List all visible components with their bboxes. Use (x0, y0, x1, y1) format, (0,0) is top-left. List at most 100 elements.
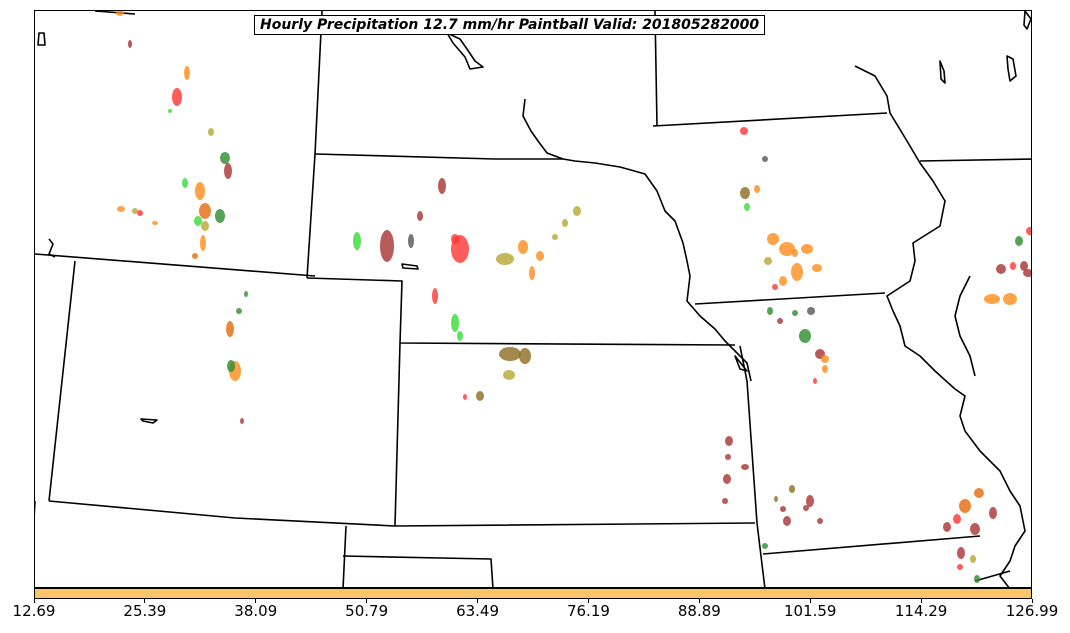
state-border-co-west (48, 260, 76, 502)
precip-blob (244, 291, 248, 297)
precip-blob (1023, 269, 1031, 277)
precip-blob (536, 251, 544, 261)
state-border-ok-east (756, 522, 766, 587)
precip-blob (137, 210, 143, 216)
state-border-ne-north (314, 153, 563, 160)
precip-blob (573, 206, 581, 216)
precip-blob (741, 464, 749, 470)
precip-blob (476, 391, 484, 401)
lake-small-5 (939, 60, 946, 84)
precip-blob (801, 244, 813, 254)
precip-blob (172, 88, 182, 106)
state-border-co-south (48, 500, 756, 527)
precip-blob (408, 234, 414, 248)
precip-blob (496, 253, 514, 265)
precip-blob (215, 209, 225, 223)
precip-blob (227, 360, 235, 372)
precip-blob (725, 454, 731, 460)
lake-small-2 (48, 238, 56, 258)
precip-blob (722, 498, 728, 504)
precip-blob (777, 318, 783, 324)
precip-blob (779, 276, 787, 286)
precip-blob (417, 211, 423, 221)
lake-small-4 (401, 263, 419, 270)
state-border-sd-ia (652, 112, 888, 127)
state-border-ar-tn (974, 570, 1011, 582)
precip-blob (226, 321, 234, 337)
precip-blob (812, 264, 822, 272)
precip-blob (996, 264, 1006, 274)
colorbar-tick-mark (255, 599, 257, 603)
precip-blob (780, 506, 786, 512)
precip-blob (224, 163, 232, 179)
precip-blob (974, 488, 984, 498)
state-border-wy-north (94, 11, 136, 15)
precip-blob (182, 178, 188, 188)
precip-blob (813, 378, 817, 384)
precip-blob (772, 284, 778, 290)
colorbar-tick-label: 25.39 (123, 602, 167, 620)
colorbar-tick-mark (920, 599, 922, 603)
precip-blob (774, 496, 778, 502)
precip-blob (380, 230, 394, 262)
precip-blob (201, 221, 209, 231)
precip-blob (451, 314, 459, 332)
precip-blob (970, 555, 976, 563)
precip-blob (236, 308, 242, 314)
state-border-wy-east (306, 153, 316, 279)
precip-blob (807, 307, 815, 315)
precip-blob (762, 156, 768, 162)
state-border-mo-ar (762, 535, 981, 555)
precip-blob (499, 347, 521, 361)
precip-blob (974, 575, 980, 583)
precip-blob (791, 263, 803, 281)
precipitation-map (35, 11, 1031, 587)
precip-blob (1003, 293, 1017, 305)
precip-blob (740, 127, 748, 135)
precip-blob (783, 516, 791, 526)
precip-blob (438, 178, 446, 194)
colorbar-tick-label: 76.19 (566, 602, 610, 620)
lake-small-6 (1006, 55, 1017, 82)
lake-small-8 (446, 32, 484, 70)
colorbar-tick-mark (477, 599, 479, 603)
lake-small-9 (734, 355, 748, 372)
precip-blob (518, 240, 528, 254)
colorbar-tick-mark (366, 599, 368, 603)
colorbar-tick-mark (144, 599, 146, 603)
precip-blob (200, 235, 206, 251)
precip-blob (432, 288, 438, 304)
map-title: Hourly Precipitation 12.7 mm/hr Paintbal… (254, 15, 766, 35)
precip-blob (821, 355, 829, 363)
precip-blob (503, 370, 515, 380)
precip-blob (128, 40, 132, 48)
state-border-ia-mo (694, 292, 886, 305)
precip-blob (195, 182, 205, 200)
state-border-wy-co (35, 253, 316, 277)
colorbar-tick-label: 114.29 (894, 602, 948, 620)
state-border-ok-pan (342, 525, 347, 587)
precip-blob (184, 66, 190, 80)
colorbar (34, 588, 1032, 599)
precip-blob (779, 242, 795, 256)
precip-blob (1015, 236, 1023, 246)
lake-small-7 (1023, 11, 1031, 30)
precip-blob (953, 514, 961, 524)
precip-blob (984, 294, 1000, 304)
mississippi-river (854, 65, 1026, 587)
colorbar-tick-label: 101.59 (783, 602, 837, 620)
colorbar-tick-label: 38.09 (234, 602, 278, 620)
illinois-river (954, 275, 976, 377)
precip-blob (740, 187, 750, 199)
precip-blob (957, 547, 965, 559)
precip-blob (789, 485, 795, 493)
precip-blob (199, 203, 211, 219)
precip-blob (943, 522, 951, 532)
colorbar-tick-mark (1031, 599, 1033, 603)
precip-blob (451, 234, 459, 244)
colorbar-tick-label: 88.89 (677, 602, 721, 620)
precip-blob (116, 11, 124, 16)
colorbar-tick-mark (33, 599, 35, 603)
precip-blob (799, 329, 811, 343)
lake-small-1 (37, 32, 46, 46)
